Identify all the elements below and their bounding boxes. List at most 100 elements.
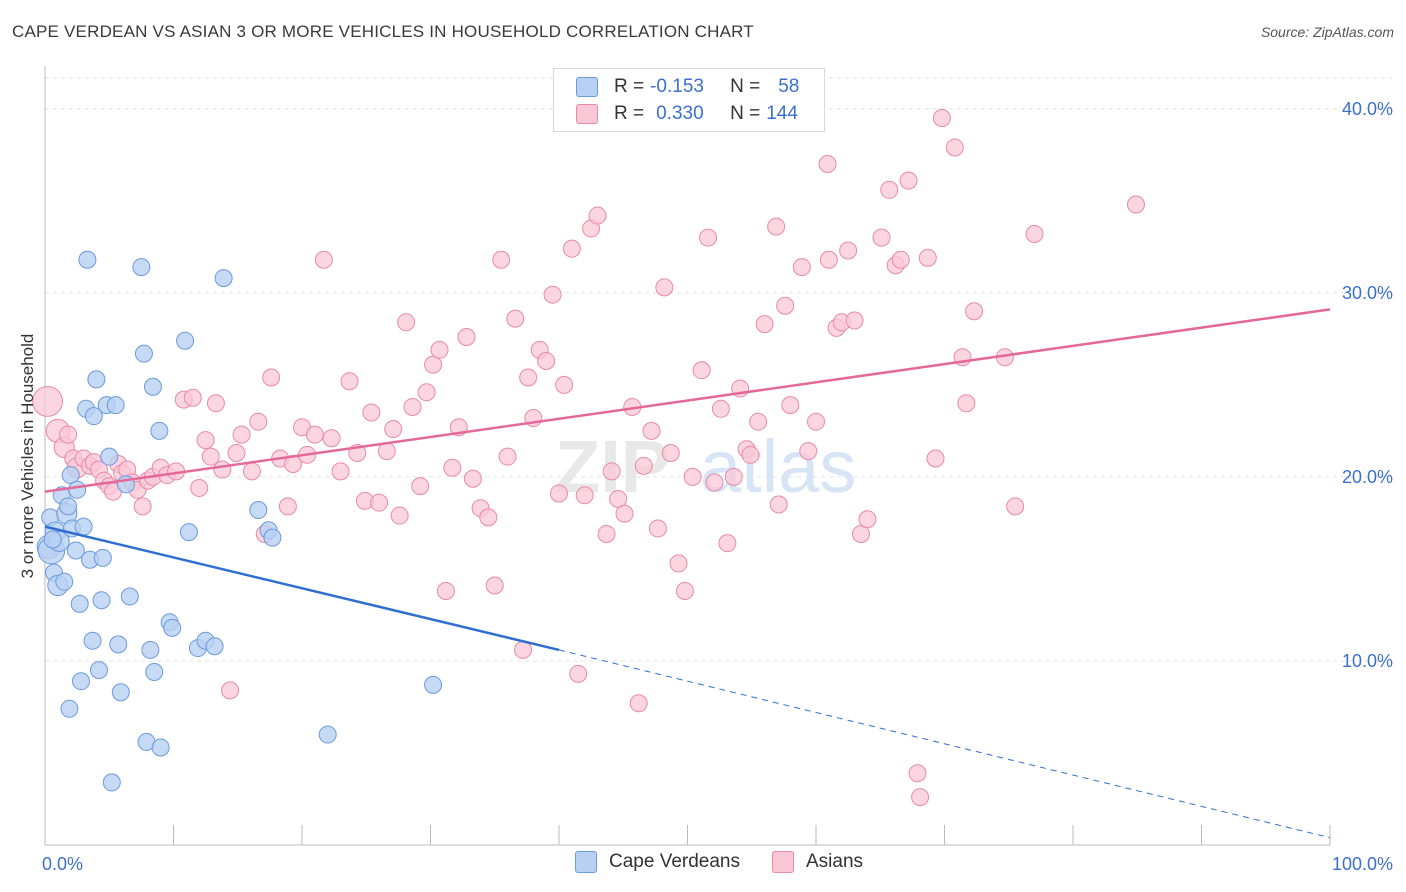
asian-point: [705, 473, 724, 492]
asian-point: [436, 582, 455, 601]
asian-point: [519, 368, 538, 387]
cape-verdean-point: [92, 591, 111, 610]
asian-point: [1025, 224, 1044, 243]
bottom-legend: Cape Verdeans Asians: [0, 851, 1406, 879]
asian-point: [555, 375, 574, 394]
asian-point: [891, 250, 910, 269]
asian-point: [769, 495, 788, 514]
cape-verdean-point: [176, 331, 195, 350]
pink-swatch: [772, 851, 794, 873]
n-value: 144: [766, 103, 798, 124]
asian-point: [1126, 195, 1145, 214]
asian-point: [206, 394, 225, 413]
asian-point: [911, 788, 930, 807]
asian-point: [880, 180, 899, 199]
cape-verdean-point: [132, 258, 151, 277]
asian-point: [340, 372, 359, 391]
asian-point: [926, 449, 945, 468]
asian-point: [569, 664, 588, 683]
cape-verdean-point: [60, 699, 79, 718]
asian-point: [550, 484, 568, 503]
cape-verdean-point: [78, 250, 97, 269]
asian-point: [479, 508, 498, 527]
asian-point: [918, 248, 937, 267]
r-value: 0.330: [656, 103, 704, 124]
asian-point: [908, 764, 927, 783]
legend-label: Cape Verdeans: [609, 851, 740, 872]
asian-point: [755, 315, 774, 334]
asian-point: [314, 250, 333, 269]
asian-point: [661, 443, 680, 462]
asian-point: [965, 302, 984, 321]
asians-trend-line: [44, 308, 1331, 493]
asian-point: [403, 397, 422, 416]
asian-point: [575, 486, 594, 505]
x-tick-label: 0.0%: [42, 854, 83, 874]
asian-point: [648, 519, 667, 538]
asian-point: [411, 477, 430, 496]
asian-point: [642, 421, 661, 440]
cape-verdean-point: [43, 530, 62, 549]
asian-point: [588, 206, 607, 225]
asian-point: [792, 258, 811, 277]
legend-label: Asians: [806, 851, 864, 872]
n-label: N =: [730, 103, 761, 124]
n-value: 58: [778, 76, 800, 97]
asian-point: [443, 458, 462, 477]
asian-point: [562, 239, 581, 258]
cape-verdean-point: [163, 618, 182, 637]
asian-point: [457, 328, 476, 347]
asian-point: [370, 493, 389, 512]
asian-point: [305, 425, 324, 444]
cape-verdean-point: [84, 407, 103, 426]
asian-point: [430, 340, 449, 359]
cape-verdean-point: [145, 662, 164, 681]
cape-verdean-point: [83, 631, 102, 650]
cape-verdean-point: [263, 528, 282, 547]
asian-point: [322, 429, 341, 448]
asian-point: [331, 462, 350, 481]
cape-verdean-point: [214, 269, 233, 288]
asian-point: [819, 250, 838, 269]
cape-verdean-point: [143, 377, 162, 396]
cape-verdean-point: [70, 594, 89, 613]
cape-verdean-point: [120, 587, 139, 606]
asian-point: [781, 396, 800, 415]
asian-point: [718, 534, 737, 553]
asian-point: [190, 478, 209, 497]
asian-point: [397, 313, 416, 332]
n-label: N =: [730, 76, 761, 97]
asian-point: [417, 383, 436, 402]
asian-point: [183, 388, 202, 407]
asian-point: [655, 278, 674, 297]
asian-point: [133, 497, 152, 516]
cape-verdean-point: [102, 773, 121, 792]
cape-verdean-point: [100, 447, 119, 466]
asian-point: [683, 467, 702, 486]
cape-verdean-point: [134, 344, 153, 363]
cape-verdean-point: [151, 738, 170, 757]
asian-point: [711, 399, 730, 418]
asian-point: [543, 285, 562, 304]
cape-verdean-point: [150, 421, 169, 440]
cape-verdean-point: [205, 637, 224, 656]
source-label: Source: ZipAtlas.com: [1260, 24, 1394, 40]
cape-verdean-point: [55, 572, 74, 591]
asian-point: [213, 460, 232, 479]
asian-point: [957, 394, 976, 413]
asian-point: [669, 554, 688, 573]
asian-point: [629, 694, 648, 713]
trend-lines: [44, 308, 1331, 839]
legend-row-asians: R = 0.330 N = 144: [576, 101, 798, 127]
grid-lines: [45, 77, 1392, 662]
r-label: R =: [614, 76, 645, 97]
asian-point: [232, 425, 251, 444]
blue-swatch: [576, 77, 598, 97]
asian-point: [463, 469, 482, 488]
asian-point: [724, 467, 743, 486]
asian-point: [799, 442, 818, 461]
chart-title: CAPE VERDEAN VS ASIAN 3 OR MORE VEHICLES…: [12, 22, 754, 41]
asian-point: [262, 368, 281, 387]
asian-point: [839, 241, 858, 260]
